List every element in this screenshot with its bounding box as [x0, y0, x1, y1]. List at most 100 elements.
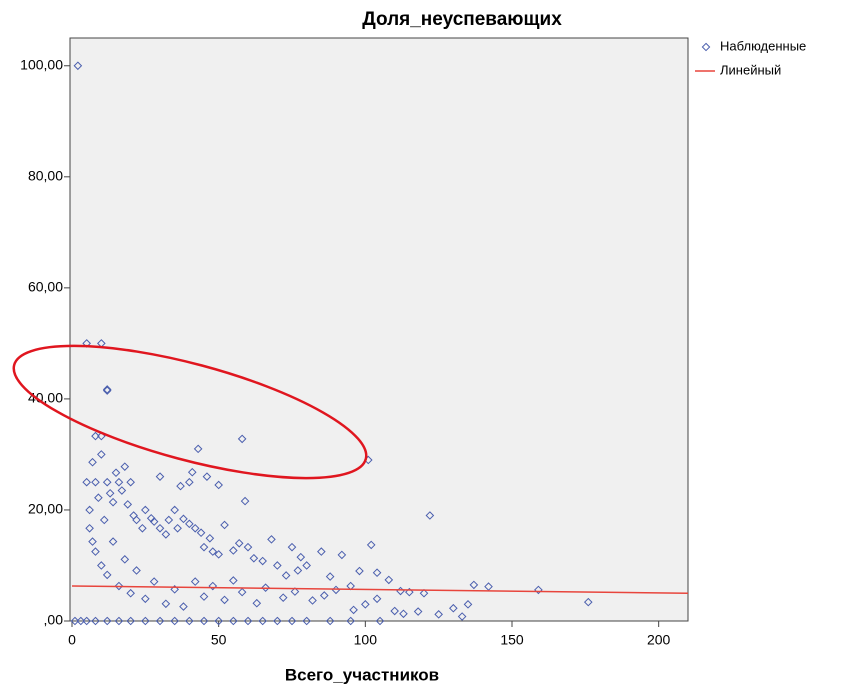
point [390, 606, 399, 616]
point [170, 585, 179, 594]
point [149, 517, 159, 526]
point [196, 528, 206, 538]
point [302, 616, 311, 626]
y-tick-label: 80,00 [28, 168, 63, 184]
point [425, 511, 435, 520]
point [366, 540, 376, 550]
point [281, 571, 291, 580]
point [220, 520, 229, 530]
point [243, 616, 253, 626]
x-tick-label: 150 [500, 632, 524, 648]
point [91, 477, 100, 487]
point [214, 480, 223, 490]
chart-title: Доля_неуспевающих [362, 9, 562, 30]
point [384, 575, 394, 585]
point [102, 570, 112, 580]
point [99, 515, 109, 525]
point [97, 450, 106, 459]
point [419, 588, 429, 598]
point [97, 561, 106, 570]
point [114, 616, 124, 626]
point [273, 561, 282, 570]
point [161, 530, 171, 539]
point [449, 603, 458, 613]
point [229, 616, 238, 626]
point [261, 583, 270, 592]
point [132, 566, 141, 575]
point [114, 477, 124, 487]
x-tick-label: 0 [68, 632, 76, 648]
point [346, 616, 355, 626]
point [108, 497, 118, 507]
point [469, 580, 479, 590]
plot-area [69, 37, 689, 622]
point [399, 609, 408, 619]
point [199, 592, 209, 601]
point [243, 542, 253, 552]
point [296, 552, 306, 562]
point [88, 457, 97, 467]
point [375, 616, 385, 626]
point [120, 462, 130, 471]
point [229, 576, 238, 585]
point [534, 585, 543, 595]
point [94, 493, 103, 503]
point [173, 523, 182, 533]
point [179, 514, 188, 524]
point [252, 598, 262, 608]
point [258, 556, 267, 566]
point [319, 591, 329, 600]
point [583, 597, 593, 607]
point [325, 616, 335, 626]
point [249, 553, 259, 563]
point [82, 616, 91, 626]
point [199, 542, 209, 552]
point [73, 61, 83, 71]
point [117, 486, 127, 495]
point [102, 386, 112, 395]
point [237, 434, 247, 444]
point [463, 600, 473, 609]
point [208, 547, 218, 556]
y-tick-label: ,00 [44, 612, 64, 628]
point [190, 577, 200, 586]
point [208, 581, 218, 591]
point [123, 500, 133, 509]
x-tick-label: 200 [647, 632, 671, 648]
point [161, 599, 171, 609]
point [185, 616, 194, 626]
point [76, 616, 86, 626]
point [164, 515, 174, 525]
point [237, 587, 247, 597]
point [457, 612, 467, 621]
y-tick-label: 100,00 [20, 56, 63, 72]
point [141, 594, 150, 604]
point [120, 555, 130, 564]
point [214, 616, 223, 626]
point [170, 505, 179, 515]
point [149, 577, 159, 586]
point [240, 496, 250, 506]
point [179, 602, 188, 611]
point [114, 581, 124, 591]
point [91, 431, 100, 441]
point [155, 472, 165, 481]
point [337, 550, 347, 560]
point [205, 533, 215, 543]
point [413, 607, 423, 616]
y-tick-label: 20,00 [28, 501, 63, 517]
point [126, 588, 135, 598]
point [349, 605, 358, 615]
point [258, 616, 267, 626]
y-tick-label: 60,00 [28, 279, 63, 295]
point [234, 538, 244, 548]
point [199, 616, 209, 626]
point [229, 546, 238, 555]
point [220, 595, 229, 605]
point [267, 535, 276, 544]
point [102, 385, 112, 394]
point [91, 547, 100, 556]
point [176, 481, 185, 491]
point [70, 616, 80, 626]
x-tick-label: 50 [211, 632, 227, 648]
